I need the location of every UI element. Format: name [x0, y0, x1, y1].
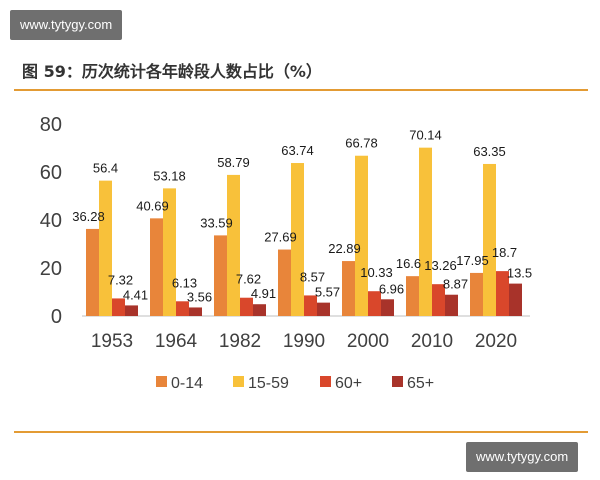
legend-label-0-14: 0-14 — [171, 375, 203, 392]
bar-65+-2020 — [509, 283, 522, 316]
data-label: 4.41 — [123, 287, 148, 302]
footer-divider — [14, 431, 588, 433]
data-label: 53.18 — [153, 168, 186, 183]
data-label: 70.14 — [409, 128, 442, 143]
bar-65+-1964 — [189, 307, 202, 316]
data-label: 3.56 — [187, 289, 212, 304]
bar-15-59-1953 — [99, 180, 112, 316]
y-tick-label: 60 — [40, 162, 62, 184]
bar-0-14-2020 — [470, 272, 483, 316]
data-label: 36.28 — [72, 209, 105, 224]
data-label: 58.79 — [217, 155, 250, 170]
watermark-top: www.tytygy.com — [10, 10, 123, 40]
bar-60+-1982 — [240, 297, 253, 316]
data-label: 63.35 — [473, 144, 506, 159]
data-label: 7.32 — [108, 272, 133, 287]
data-label: 13.5 — [507, 266, 532, 281]
bar-15-59-1964 — [163, 188, 176, 316]
bar-60+-1953 — [112, 298, 125, 316]
bar-60+-2000 — [368, 291, 381, 316]
bar-65+-2010 — [445, 294, 458, 316]
legend-label-65+: 65+ — [407, 375, 434, 392]
bar-65+-1990 — [317, 302, 330, 316]
bar-15-59-2000 — [355, 155, 368, 316]
bar-0-14-1964 — [150, 218, 163, 316]
bar-60+-1990 — [304, 295, 317, 316]
x-tick-label: 1990 — [283, 331, 325, 352]
data-label: 16.6 — [396, 256, 421, 271]
bar-0-14-2010 — [406, 276, 419, 316]
watermark-bottom: www.tytygy.com — [466, 442, 579, 472]
bar-65+-1982 — [253, 304, 266, 316]
bar-60+-2010 — [432, 284, 445, 316]
data-label: 40.69 — [136, 198, 169, 213]
data-label: 4.91 — [251, 286, 276, 301]
bar-0-14-2000 — [342, 261, 355, 316]
bar-65+-1953 — [125, 305, 138, 316]
bar-0-14-1953 — [86, 228, 99, 316]
data-label: 63.74 — [281, 143, 314, 158]
title-divider — [14, 89, 588, 91]
data-label: 6.96 — [379, 281, 404, 296]
data-label: 17.95 — [456, 253, 489, 268]
data-label: 5.57 — [315, 285, 340, 300]
y-tick-label: 80 — [40, 114, 62, 136]
y-tick-label: 0 — [51, 306, 62, 328]
legend-label-60+: 60+ — [335, 375, 362, 392]
x-tick-label: 1953 — [91, 331, 133, 352]
data-label: 22.89 — [328, 241, 361, 256]
x-tick-label: 2020 — [475, 331, 517, 352]
bar-60+-2020 — [496, 271, 509, 316]
data-label: 10.33 — [360, 265, 393, 280]
data-label: 13.26 — [424, 258, 457, 273]
legend-swatch-65+ — [392, 376, 403, 387]
data-label: 6.13 — [172, 275, 197, 290]
bar-60+-1964 — [176, 301, 189, 316]
bar-15-59-1990 — [291, 163, 304, 316]
y-tick-label: 40 — [40, 210, 62, 232]
data-label: 7.62 — [236, 272, 261, 287]
bar-65+-2000 — [381, 299, 394, 316]
legend-swatch-0-14 — [156, 376, 167, 387]
data-label: 27.69 — [264, 230, 297, 245]
x-tick-label: 2000 — [347, 331, 389, 352]
data-label: 8.57 — [300, 269, 325, 284]
x-tick-label: 2010 — [411, 331, 453, 352]
legend-swatch-60+ — [320, 376, 331, 387]
bar-15-59-2020 — [483, 163, 496, 316]
bar-0-14-1982 — [214, 235, 227, 316]
legend-swatch-15-59 — [233, 376, 244, 387]
bar-0-14-1990 — [278, 249, 291, 316]
legend-label-15-59: 15-59 — [248, 375, 289, 392]
chart-title: 图 59：历次统计各年龄段人数占比（%） — [22, 62, 322, 81]
data-label: 66.78 — [345, 136, 378, 151]
data-label: 56.4 — [93, 161, 118, 176]
data-label: 8.87 — [443, 277, 468, 292]
bar-15-59-1982 — [227, 174, 240, 316]
y-tick-label: 20 — [40, 258, 62, 280]
bar-15-59-2010 — [419, 147, 432, 316]
data-label: 18.7 — [492, 245, 517, 260]
x-tick-label: 1964 — [155, 331, 198, 352]
data-label: 33.59 — [200, 215, 233, 230]
x-tick-label: 1982 — [219, 331, 261, 352]
